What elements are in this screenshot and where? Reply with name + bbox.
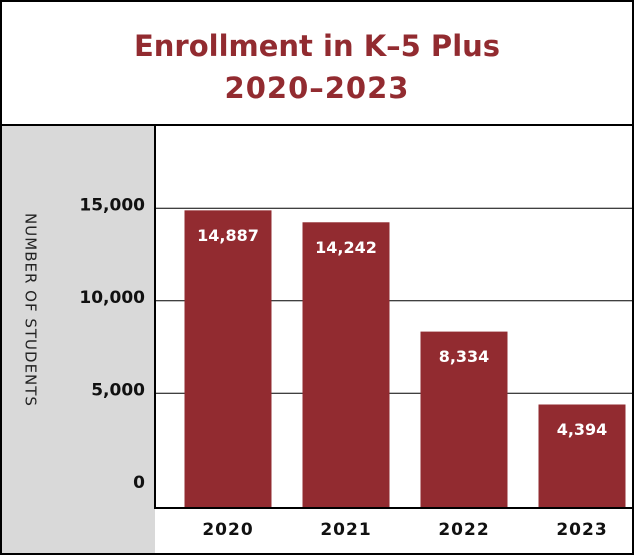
y-axis-label: NUMBER OF STUDENTS <box>22 213 40 407</box>
x-tick-label: 2020 <box>202 520 253 540</box>
y-tick-label: 0 <box>133 473 145 493</box>
value-label: 14,887 <box>197 226 259 245</box>
x-tick-label: 2022 <box>438 520 489 540</box>
value-label: 14,242 <box>315 238 377 257</box>
bar <box>184 210 272 509</box>
axis-panel <box>0 125 155 555</box>
y-tick-label: 5,000 <box>91 380 145 400</box>
chart-title: 2020–2023 <box>225 71 410 105</box>
bar <box>302 222 390 508</box>
y-tick-label: 15,000 <box>79 195 145 215</box>
x-tick-label: 2021 <box>320 520 371 540</box>
bar <box>420 331 508 508</box>
chart-title: Enrollment in K–5 Plus <box>134 29 500 63</box>
bar <box>538 404 626 508</box>
value-label: 4,394 <box>557 420 608 439</box>
x-tick-label: 2023 <box>556 520 607 540</box>
value-label: 8,334 <box>439 347 490 366</box>
y-tick-label: 10,000 <box>79 288 145 308</box>
